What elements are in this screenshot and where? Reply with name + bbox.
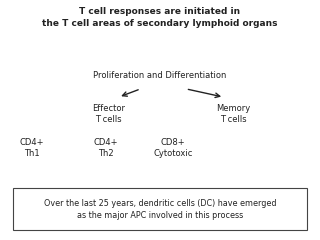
- Text: Proliferation and Differentiation: Proliferation and Differentiation: [93, 71, 227, 80]
- FancyBboxPatch shape: [13, 188, 307, 230]
- Text: CD4+
Th2: CD4+ Th2: [93, 138, 118, 158]
- Text: Memory
T cells: Memory T cells: [216, 104, 251, 124]
- Text: Over the last 25 years, dendritic cells (DC) have emerged
as the major APC invol: Over the last 25 years, dendritic cells …: [44, 199, 276, 220]
- Text: Effector
T cells: Effector T cells: [92, 104, 125, 124]
- Text: CD4+
Th1: CD4+ Th1: [20, 138, 44, 158]
- Text: T cell responses are initiated in
the T cell areas of secondary lymphoid organs: T cell responses are initiated in the T …: [42, 7, 278, 28]
- Text: CD8+
Cytotoxic: CD8+ Cytotoxic: [153, 138, 193, 158]
